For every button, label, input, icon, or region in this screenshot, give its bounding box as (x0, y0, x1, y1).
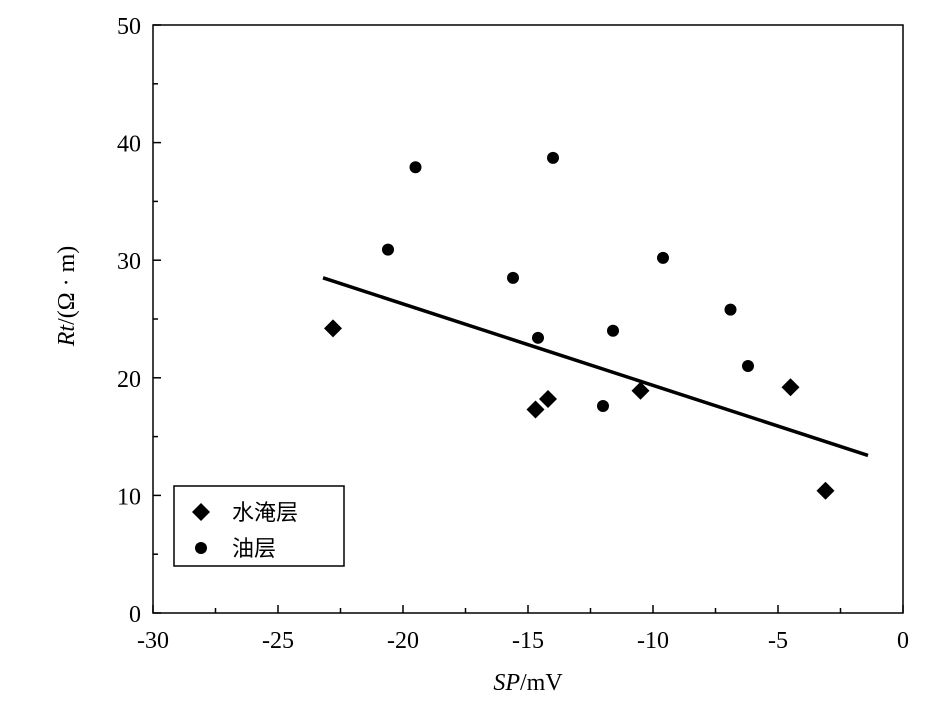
circle-point (409, 161, 422, 174)
circle-point (547, 151, 559, 164)
legend-label-water-flooded: 水淹层 (232, 501, 298, 526)
legend: 水淹层 油层 (173, 485, 345, 567)
y-tick-label: 10 (117, 484, 141, 510)
y-tick-label: 50 (117, 14, 141, 40)
y-tick-label: 20 (117, 367, 141, 393)
diamond-point (539, 389, 557, 408)
diamond-point (781, 378, 800, 397)
y-tick-label: 30 (117, 249, 141, 275)
x-tick-label: -20 (387, 628, 419, 654)
circle-point (657, 251, 669, 264)
circle-point (607, 324, 619, 337)
data-points (324, 151, 835, 500)
legend-marker-diamond (192, 503, 210, 521)
diamond-point (631, 381, 650, 400)
legend-label-oil-layer: 油层 (232, 537, 276, 562)
circle-point (597, 400, 609, 413)
axis-ticks (152, 24, 904, 614)
diamond-point (816, 481, 835, 500)
y-tick-label: 40 (117, 132, 141, 158)
x-tick-label: -5 (768, 628, 788, 654)
circle-point (742, 360, 754, 373)
x-tick-label: -10 (637, 628, 669, 654)
diamond-point (526, 400, 545, 419)
legend-marker-circle (195, 542, 207, 554)
circle-point (532, 331, 544, 344)
x-tick-label: 0 (897, 628, 909, 654)
trend-line (322, 276, 869, 458)
y-axis-label: Rt/(Ω · m) (54, 246, 80, 347)
circle-point (724, 303, 737, 316)
x-tick-label: -30 (137, 628, 169, 654)
y-tick-label: 0 (129, 602, 141, 628)
x-axis-label: SP/mV (493, 670, 563, 696)
circle-point (507, 271, 519, 284)
x-tick-label: -15 (512, 628, 544, 654)
x-tick-label: -25 (262, 628, 294, 654)
circle-point (382, 243, 394, 256)
axis-tick-labels: -30 -25 -20 -15 -10 -5 0 0 10 20 30 40 50 (117, 14, 909, 654)
diamond-point (324, 319, 342, 338)
